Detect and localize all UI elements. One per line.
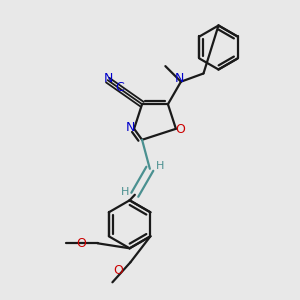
- Text: O: O: [113, 264, 123, 277]
- Text: H: H: [121, 187, 129, 197]
- Text: N: N: [104, 72, 113, 85]
- Text: N: N: [175, 72, 184, 85]
- Text: N: N: [125, 121, 135, 134]
- Text: O: O: [175, 123, 185, 136]
- Text: C: C: [115, 81, 124, 94]
- Text: O: O: [77, 237, 87, 250]
- Text: H: H: [156, 161, 164, 171]
